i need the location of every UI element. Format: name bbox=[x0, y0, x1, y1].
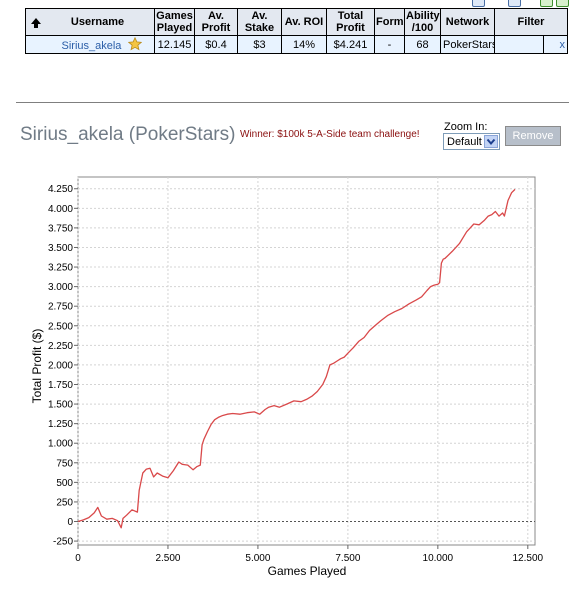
y-tick-label: 750 bbox=[56, 458, 73, 469]
network-header[interactable]: Network bbox=[440, 8, 495, 36]
y-tick-label: 1.250 bbox=[48, 419, 73, 430]
y-tick-label: 0 bbox=[67, 517, 73, 528]
winner-link[interactable]: Winner: $100k 5-A-Side team challenge! bbox=[240, 129, 420, 140]
y-tick-label: 1.500 bbox=[48, 400, 73, 411]
y-tick-label: 250 bbox=[56, 497, 73, 508]
player-stats-table: Username Games Played Av. Profit Av. Sta… bbox=[25, 8, 568, 54]
filter-cell bbox=[494, 35, 544, 54]
chevron-down-icon[interactable] bbox=[484, 135, 498, 148]
av-roi-header[interactable]: Av. ROI bbox=[281, 8, 327, 36]
x-tick-label: 2.500 bbox=[155, 553, 180, 564]
games-played-cell: 12.145 bbox=[154, 35, 195, 54]
y-tick-label: 4.000 bbox=[48, 204, 73, 215]
y-axis-label: Total Profit ($) bbox=[30, 329, 44, 404]
y-tick-label: 3.000 bbox=[48, 282, 73, 293]
x-tick-label: 10.000 bbox=[423, 553, 454, 564]
series-group bbox=[77, 188, 516, 529]
refresh-icon[interactable] bbox=[540, 0, 553, 7]
username-cell: Sirius_akela bbox=[25, 35, 155, 54]
table-row: Sirius_akela 12.145 $0.4 $3 14% $4.241 -… bbox=[25, 35, 568, 54]
document-icon[interactable] bbox=[508, 0, 521, 7]
total-profit-cell: $4.241 bbox=[326, 35, 375, 54]
filter-header: Filter bbox=[494, 8, 568, 36]
divider bbox=[16, 102, 569, 103]
y-tick-label: -250 bbox=[53, 537, 73, 548]
grid bbox=[77, 177, 535, 545]
ability-cell: 68 bbox=[404, 35, 441, 54]
star-icon[interactable] bbox=[128, 37, 143, 51]
av-roi-cell: 14% bbox=[281, 35, 327, 54]
y-tick-label: 2.250 bbox=[48, 341, 73, 352]
table-icon[interactable] bbox=[472, 0, 485, 7]
series-line bbox=[77, 188, 516, 529]
sort-arrow-icon bbox=[31, 17, 41, 28]
x-tick-label: 0 bbox=[75, 553, 81, 564]
ability-header[interactable]: Ability /100 bbox=[404, 8, 441, 36]
remove-row-button[interactable]: x bbox=[543, 35, 568, 54]
x-axis-label: Games Played bbox=[268, 564, 347, 578]
av-profit-header[interactable]: Av. Profit bbox=[194, 8, 238, 36]
y-axis: -250 0 250 500 750 1.000 1.250 1.500 1.750 2.000 2… bbox=[48, 184, 78, 548]
username-link[interactable]: Sirius_akela bbox=[61, 40, 122, 52]
remove-button[interactable]: Remove bbox=[505, 126, 561, 146]
y-tick-label: 2.000 bbox=[48, 360, 73, 371]
profit-chart: 0 2.500 5.000 7.500 10.000 12.500 -2500250500… bbox=[30, 176, 544, 578]
toolbar-icons bbox=[468, 0, 571, 8]
y-tick-label: 2.500 bbox=[48, 321, 73, 332]
total-profit-header[interactable]: Total Profit bbox=[326, 8, 375, 36]
y-tick-label: 3.500 bbox=[48, 243, 73, 254]
y-tick-label: 1.000 bbox=[48, 439, 73, 450]
form-cell: - bbox=[374, 35, 405, 54]
zoom-select[interactable]: Default bbox=[443, 133, 500, 150]
username-header[interactable]: Username bbox=[25, 8, 155, 36]
zoom-label: Zoom In: bbox=[444, 121, 488, 133]
x-tick-label: 5.000 bbox=[245, 553, 270, 564]
x-tick-label: 7.500 bbox=[335, 553, 360, 564]
y-tick-label: 500 bbox=[56, 478, 73, 489]
av-stake-cell: $3 bbox=[237, 35, 282, 54]
x-axis: 0 2.500 5.000 7.500 10.000 12.500 bbox=[75, 545, 544, 564]
username-header-label: Username bbox=[70, 15, 125, 28]
y-tick-label: 2.750 bbox=[48, 302, 73, 313]
x-tick-label: 12.500 bbox=[513, 553, 544, 564]
y-tick-label: 3.250 bbox=[48, 263, 73, 274]
av-profit-cell: $0.4 bbox=[194, 35, 238, 54]
player-title: Sirius_akela (PokerStars) bbox=[20, 124, 236, 145]
games-played-header[interactable]: Games Played bbox=[154, 8, 195, 36]
export-icon[interactable] bbox=[556, 0, 569, 7]
y-tick-label: 3.750 bbox=[48, 223, 73, 234]
y-tick-label: 1.750 bbox=[48, 380, 73, 391]
zoom-select-value: Default bbox=[447, 136, 482, 148]
y-tick-label: 4.250 bbox=[48, 184, 73, 195]
av-stake-header[interactable]: Av. Stake bbox=[237, 8, 282, 36]
form-header[interactable]: Form bbox=[374, 8, 405, 36]
network-cell: PokerStars bbox=[440, 35, 495, 54]
plot-area bbox=[77, 176, 536, 546]
